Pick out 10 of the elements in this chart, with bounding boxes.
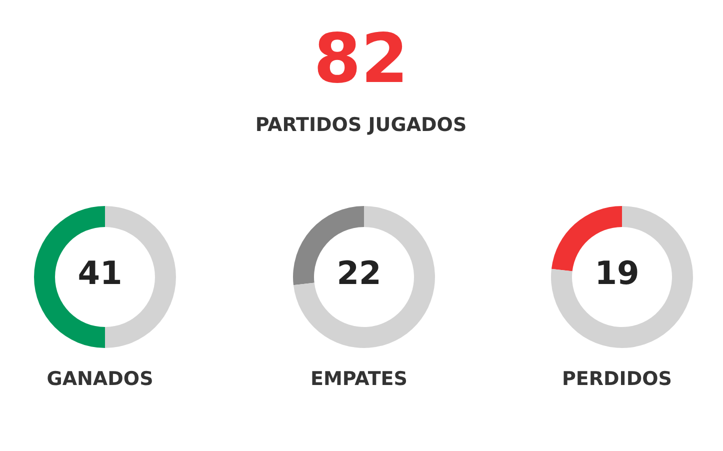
- donut-slice: [293, 206, 435, 348]
- donut-slice: [551, 206, 693, 348]
- text: PERDIDOS: [562, 368, 672, 390]
- text: GANADOS: [46, 368, 154, 390]
- data-label: 19: [594, 254, 640, 292]
- data-label: 22: [336, 254, 382, 292]
- data-label: 41: [78, 254, 122, 292]
- text: 82: [312, 20, 410, 100]
- text: PARTIDOS JUGADOS: [254, 114, 468, 136]
- text: EMPATES: [310, 368, 408, 390]
